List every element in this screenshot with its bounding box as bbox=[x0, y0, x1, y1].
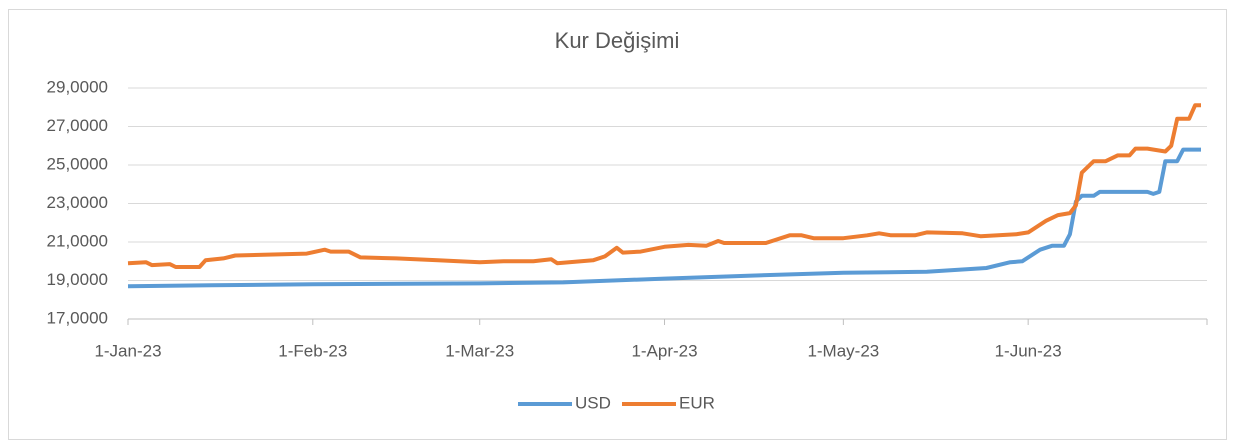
x-tick-label: 1-Jun-23 bbox=[995, 341, 1062, 360]
y-tick-label: 17,0000 bbox=[47, 308, 108, 327]
y-tick-label: 25,0000 bbox=[47, 154, 108, 173]
chart-border bbox=[8, 9, 1227, 440]
y-tick-label: 23,0000 bbox=[47, 193, 108, 212]
x-tick-label: 1-Jan-23 bbox=[94, 341, 161, 360]
y-tick-label: 29,0000 bbox=[47, 77, 108, 96]
y-tick-label: 21,0000 bbox=[47, 231, 108, 250]
y-tick-label: 27,0000 bbox=[47, 116, 108, 135]
x-tick-label: 1-Feb-23 bbox=[278, 341, 347, 360]
chart-title: Kur Değişimi bbox=[555, 28, 680, 53]
series-line bbox=[127, 147, 1201, 289]
legend-label: USD bbox=[575, 393, 611, 412]
series-line bbox=[127, 103, 1201, 269]
legend-label: EUR bbox=[679, 393, 715, 412]
x-tick-label: 1-Apr-23 bbox=[631, 341, 697, 360]
x-tick-label: 1-Mar-23 bbox=[445, 341, 514, 360]
y-tick-label: 19,0000 bbox=[47, 270, 108, 289]
x-tick-label: 1-May-23 bbox=[807, 341, 879, 360]
